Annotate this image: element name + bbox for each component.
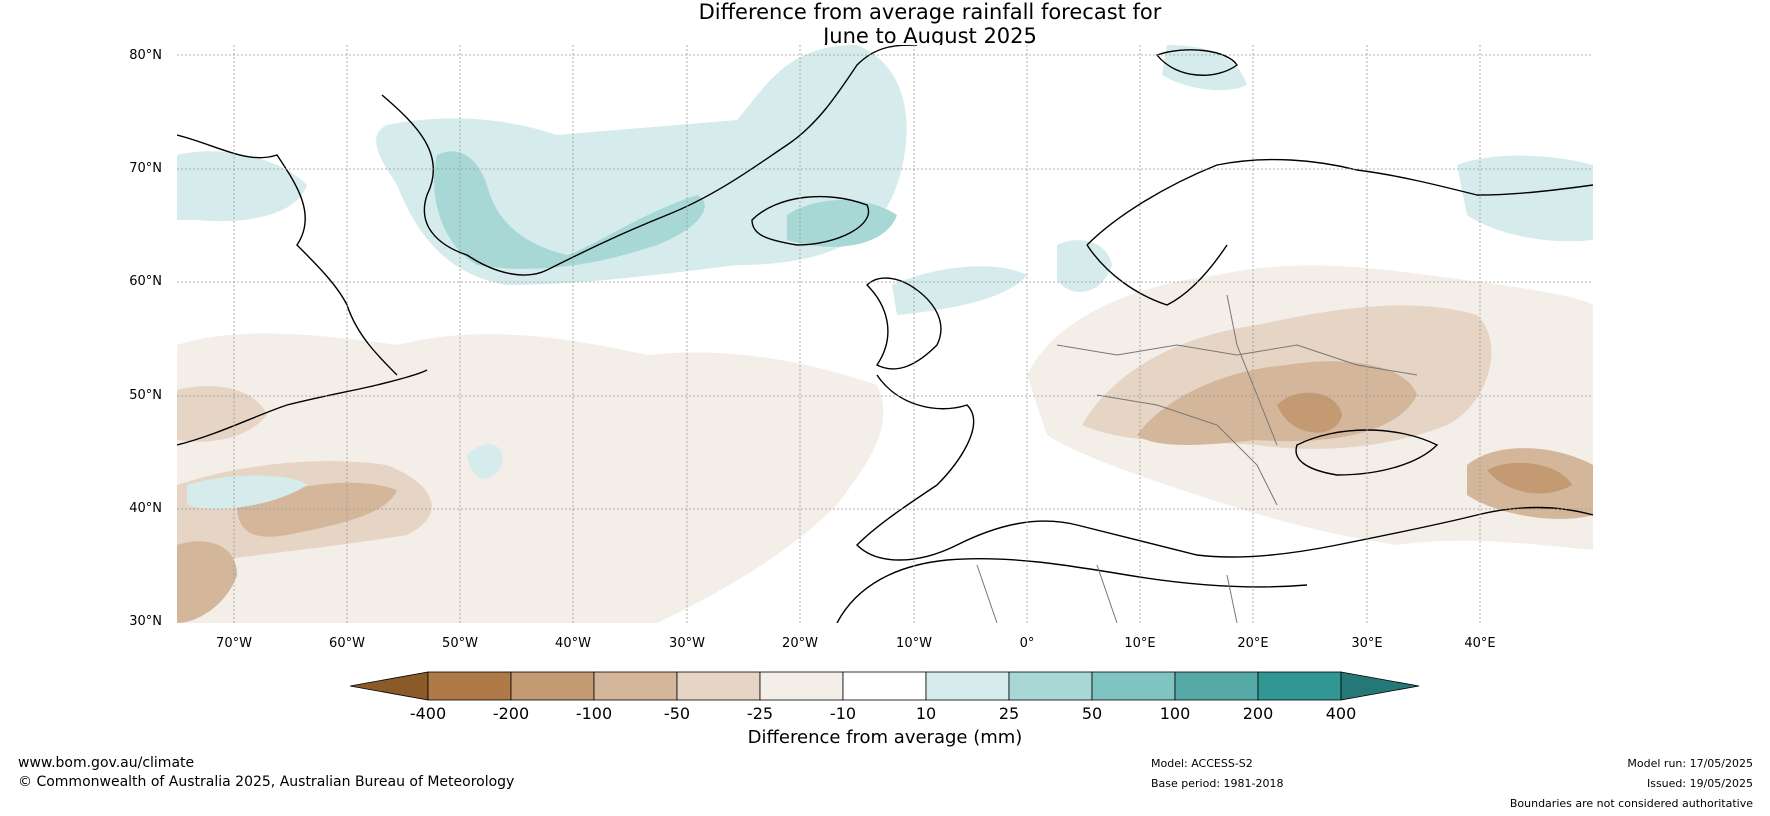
forecast-map bbox=[177, 45, 1593, 623]
colorbar-cell bbox=[1091, 671, 1176, 701]
dry-area-us-coast bbox=[177, 541, 237, 623]
coastline-canada-west bbox=[177, 134, 398, 376]
dry-area-east-europe-core bbox=[1137, 361, 1417, 445]
colorbar-tick-label: 100 bbox=[1159, 704, 1191, 723]
colorbar-title: Difference from average (mm) bbox=[747, 727, 1023, 748]
lon-label-10e: 10°E bbox=[1124, 636, 1156, 651]
footer-base-period: Base period: 1981-2018 bbox=[1151, 777, 1284, 790]
lat-label-30n: 30°N bbox=[129, 614, 162, 629]
colorbar-tick-label: 10 bbox=[915, 704, 937, 723]
wet-area-barents bbox=[1457, 155, 1593, 242]
lon-label-40e: 40°E bbox=[1464, 636, 1496, 651]
dry-area-atlantic-light bbox=[177, 333, 884, 623]
colorbar-tick-label: -200 bbox=[492, 704, 530, 723]
footer-disclaimer: Boundaries are not considered authoritat… bbox=[1509, 797, 1753, 810]
colorbar-tick-label: -50 bbox=[663, 704, 691, 723]
coastline-greenland bbox=[381, 45, 918, 276]
colorbar-cell bbox=[593, 671, 678, 701]
colorbar-tick-label: -100 bbox=[575, 704, 613, 723]
graticule bbox=[177, 45, 1593, 623]
colorbar-cell bbox=[1257, 671, 1342, 701]
footer-model: Model: ACCESS-S2 bbox=[1151, 757, 1253, 770]
colorbar-cell bbox=[427, 671, 512, 701]
colorbar-tick-label: 25 bbox=[998, 704, 1020, 723]
colorbar-cell bbox=[1174, 671, 1259, 701]
map-title: Difference from average rainfall forecas… bbox=[600, 0, 1260, 48]
borders-balkans bbox=[1096, 394, 1278, 506]
country-borders bbox=[976, 294, 1418, 623]
lat-label-80n: 80°N bbox=[129, 48, 162, 63]
lon-label-70w: 70°W bbox=[216, 636, 252, 651]
coastline-scandinavia bbox=[1086, 158, 1593, 246]
coastline-continental-europe bbox=[856, 374, 1593, 561]
colorbar bbox=[350, 671, 1420, 701]
colorbar-arrow-max bbox=[1340, 671, 1420, 701]
colorbar-cell bbox=[676, 671, 761, 701]
footer-website: www.bom.gov.au/climate bbox=[18, 755, 195, 771]
lon-label-10w: 10°W bbox=[896, 636, 932, 651]
wet-area-north-sea bbox=[892, 266, 1027, 315]
coastline-north-africa bbox=[836, 558, 1308, 623]
lon-label-30w: 30°W bbox=[669, 636, 705, 651]
colorbar-tick-label: 200 bbox=[1242, 704, 1274, 723]
coastline-norway-south bbox=[1086, 244, 1228, 306]
title-line-1: Difference from average rainfall forecas… bbox=[698, 0, 1162, 24]
dry-anomaly-areas bbox=[177, 265, 1593, 623]
colorbar-cell bbox=[925, 671, 1010, 701]
wet-area-svalbard bbox=[1162, 45, 1247, 91]
colorbar-tick-label: -10 bbox=[829, 704, 857, 723]
coastline-svalbard bbox=[1155, 49, 1238, 76]
lon-label-30e: 30°E bbox=[1351, 636, 1383, 651]
dry-area-caucasus-core bbox=[1487, 462, 1572, 494]
lon-label-60w: 60°W bbox=[329, 636, 365, 651]
wet-area-atlantic-patch bbox=[467, 444, 503, 479]
title-line-2: June to August 2025 bbox=[823, 24, 1037, 48]
colorbar-tick-label: 50 bbox=[1081, 704, 1103, 723]
lon-label-20e: 20°E bbox=[1237, 636, 1269, 651]
dry-area-romania bbox=[1277, 392, 1342, 433]
colorbar-cell bbox=[759, 671, 844, 701]
coastline-black-sea bbox=[1295, 429, 1439, 476]
wet-area-iceland bbox=[787, 200, 897, 247]
coastlines bbox=[177, 45, 1593, 623]
lat-label-70n: 70°N bbox=[129, 161, 162, 176]
footer-model-run: Model run: 17/05/2025 bbox=[1627, 757, 1753, 770]
lat-label-50n: 50°N bbox=[129, 388, 162, 403]
lat-label-40n: 40°N bbox=[129, 501, 162, 516]
wet-area-us-east bbox=[187, 475, 307, 509]
wet-area-norway-coast bbox=[1057, 240, 1112, 292]
colorbar-cells bbox=[350, 671, 1420, 701]
colorbar-cell bbox=[510, 671, 595, 701]
footer-copyright: © Commonwealth of Australia 2025, Austra… bbox=[18, 774, 515, 790]
wet-area-baffin bbox=[177, 151, 307, 222]
borders-east bbox=[1226, 294, 1278, 446]
lat-label-60n: 60°N bbox=[129, 274, 162, 289]
colorbar-cell bbox=[1008, 671, 1093, 701]
footer-issued: Issued: 19/05/2025 bbox=[1646, 777, 1753, 790]
lon-label-40w: 40°W bbox=[555, 636, 591, 651]
colorbar-tick-label: 400 bbox=[1325, 704, 1357, 723]
lon-label-0: 0° bbox=[1019, 636, 1035, 651]
colorbar-arrow-min bbox=[350, 671, 429, 701]
colorbar-tick-label: -400 bbox=[409, 704, 447, 723]
wet-area-greenland-mid bbox=[433, 151, 705, 269]
borders-central-europe bbox=[1056, 344, 1418, 376]
colorbar-cell bbox=[842, 671, 927, 701]
lon-label-50w: 50°W bbox=[442, 636, 478, 651]
borders-africa bbox=[976, 564, 1238, 623]
dry-area-labrador bbox=[177, 386, 267, 442]
lon-label-20w: 20°W bbox=[782, 636, 818, 651]
map-canvas bbox=[177, 45, 1593, 623]
coastline-british-isles bbox=[866, 277, 942, 370]
colorbar-tick-label: -25 bbox=[746, 704, 774, 723]
coastline-iceland bbox=[751, 195, 870, 246]
